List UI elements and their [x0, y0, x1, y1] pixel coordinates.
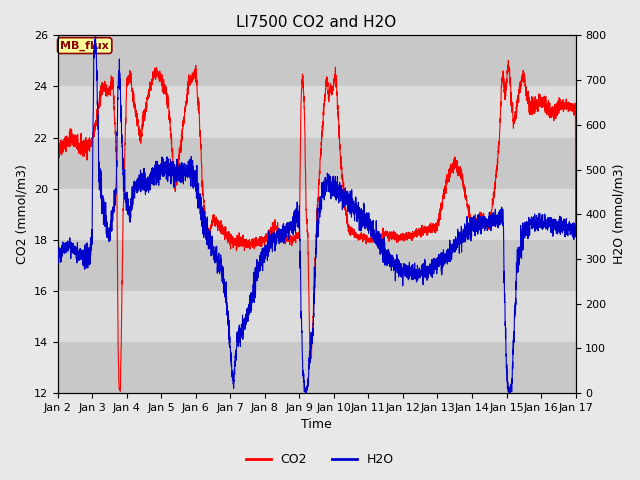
- Bar: [58, 86, 575, 138]
- Bar: [58, 36, 575, 86]
- Title: LI7500 CO2 and H2O: LI7500 CO2 and H2O: [236, 15, 397, 30]
- Bar: [58, 291, 575, 342]
- Bar: [58, 138, 575, 189]
- Y-axis label: H2O (mmol/m3): H2O (mmol/m3): [612, 164, 625, 264]
- X-axis label: Time: Time: [301, 419, 332, 432]
- Y-axis label: CO2 (mmol/m3): CO2 (mmol/m3): [15, 164, 28, 264]
- Text: MB_flux: MB_flux: [60, 40, 109, 51]
- Legend: CO2, H2O: CO2, H2O: [241, 448, 399, 471]
- Bar: [58, 189, 575, 240]
- Bar: [58, 240, 575, 291]
- Bar: [58, 342, 575, 393]
